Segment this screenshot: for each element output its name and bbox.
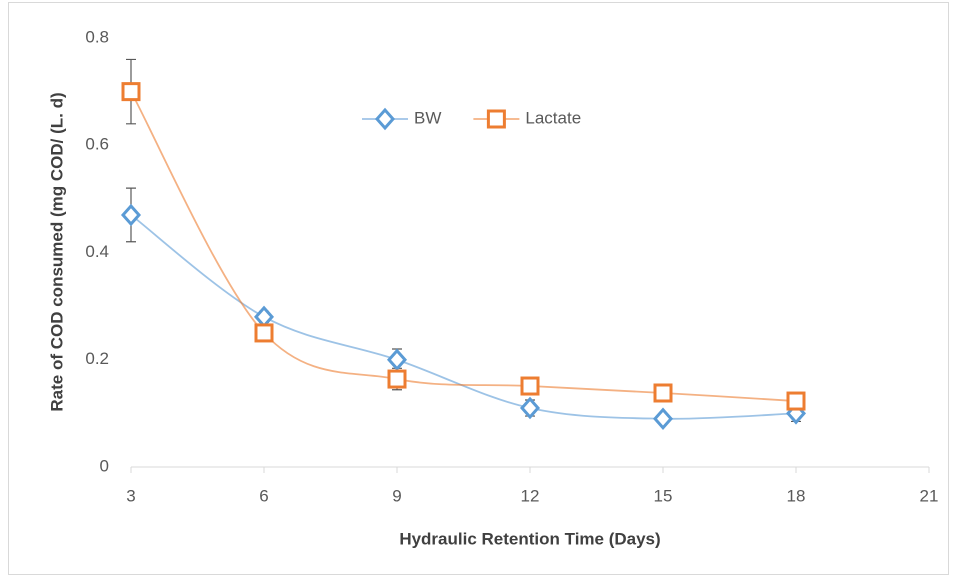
x-tick-label: 9 [392,486,401,505]
x-tick-label: 12 [521,486,540,505]
y-tick-label: 0.8 [85,27,109,46]
marker [386,348,408,372]
marker [652,407,674,430]
x-tick-label: 21 [920,486,939,505]
y-tick-label: 0 [100,456,109,475]
x-tick-label: 15 [654,486,673,505]
legend-label: BW [414,108,441,127]
marker [254,323,274,343]
y-tick-label: 0.2 [85,349,109,368]
legend-marker [486,109,506,129]
x-tick-label: 3 [126,486,135,505]
y-tick-label: 0.4 [85,242,109,261]
marker [519,396,541,420]
y-axis-title: Rate of COD consumed (mg COD/ (L. d) [47,92,66,411]
x-tick-label: 6 [259,486,268,505]
marker [653,383,673,403]
chart-border [8,2,949,575]
x-axis-title: Hydraulic Retention Time (Days) [399,529,660,548]
marker [786,391,806,411]
x-tick-label: 18 [787,486,806,505]
marker [121,82,141,102]
marker [120,203,142,227]
legend-label: Lactate [525,108,581,127]
marker [387,369,407,389]
legend-marker [374,107,396,131]
marker [520,376,540,396]
y-tick-label: 0.6 [85,135,109,154]
